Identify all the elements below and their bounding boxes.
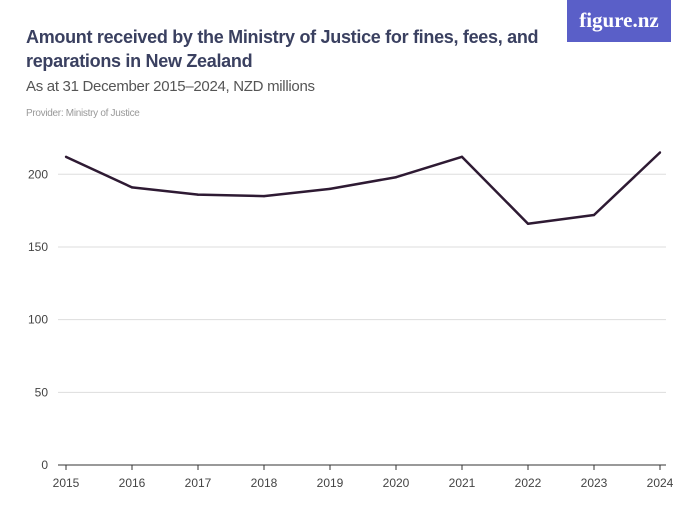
- x-tick-label: 2015: [53, 476, 80, 490]
- data-point: [64, 155, 68, 159]
- y-tick-label: 100: [28, 313, 48, 327]
- x-tick-label: 2016: [119, 476, 146, 490]
- data-point: [460, 155, 464, 159]
- figure-nz-logo[interactable]: figure.nz: [567, 0, 671, 42]
- data-point: [592, 213, 596, 217]
- data-point: [130, 186, 134, 189]
- series-line: [65, 151, 661, 225]
- data-point: [196, 193, 200, 196]
- data-point: [328, 187, 332, 191]
- x-tick-label: 2019: [317, 476, 344, 490]
- x-tick-label: 2023: [581, 476, 608, 490]
- x-tick-label: 2024: [647, 476, 674, 490]
- x-tick-label: 2020: [383, 476, 410, 490]
- x-tick-label: 2021: [449, 476, 476, 490]
- y-tick-label: 150: [28, 240, 48, 254]
- x-tick-label: 2018: [251, 476, 278, 490]
- x-tick-label: 2022: [515, 476, 542, 490]
- chart-title: Amount received by the Ministry of Justi…: [26, 27, 539, 71]
- x-tick-label: 2017: [185, 476, 212, 490]
- y-tick-label: 50: [35, 385, 49, 399]
- provider-text: Provider: Ministry of Justice: [26, 108, 140, 119]
- data-point: [262, 194, 266, 198]
- chart-subtitle: As at 31 December 2015–2024, NZD million…: [26, 78, 315, 95]
- y-tick-label: 0: [41, 458, 48, 472]
- data-point: [526, 222, 530, 225]
- data-point: [658, 151, 662, 154]
- y-tick-label: 200: [28, 167, 48, 181]
- data-point: [394, 176, 398, 179]
